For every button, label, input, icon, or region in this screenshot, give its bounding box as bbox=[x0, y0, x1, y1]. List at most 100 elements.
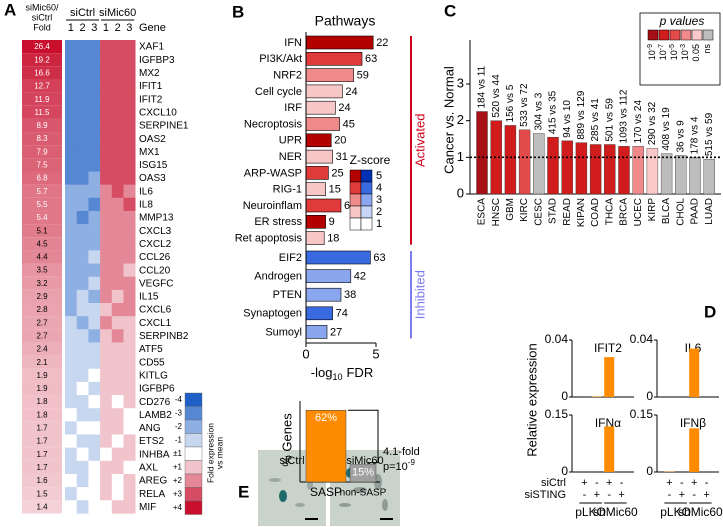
heat-cell bbox=[111, 250, 124, 264]
x-tick-label: UCEC bbox=[633, 198, 644, 226]
panel-label: D bbox=[704, 302, 716, 321]
heat-cell bbox=[111, 224, 124, 238]
heat-cell bbox=[111, 276, 124, 291]
replicate-label: 3 bbox=[91, 22, 97, 34]
zscore-label: 5 bbox=[376, 170, 382, 182]
fold-label: 1.8 bbox=[36, 410, 48, 419]
heat-cell bbox=[123, 224, 136, 238]
bar bbox=[305, 149, 333, 164]
bar bbox=[305, 410, 347, 483]
image-label: siMic60 bbox=[346, 455, 383, 467]
legend-label: 0.05 bbox=[691, 44, 701, 62]
heat-cell bbox=[100, 434, 113, 448]
heat-cell bbox=[88, 447, 101, 462]
category-label: IFN bbox=[284, 37, 302, 49]
zscore-swatch bbox=[349, 205, 362, 219]
category-label: NER bbox=[279, 151, 302, 163]
heat-cell bbox=[76, 368, 89, 383]
category-label: EIF2 bbox=[279, 252, 302, 264]
bar bbox=[533, 133, 545, 195]
heat-cell bbox=[76, 487, 89, 501]
gene-label: IGFBP6 bbox=[139, 384, 175, 395]
zscore-label: 3 bbox=[376, 194, 382, 206]
heat-cell bbox=[111, 171, 124, 185]
x-tick-label: CESC bbox=[533, 198, 544, 226]
bar bbox=[305, 84, 343, 99]
heat-cell bbox=[88, 303, 101, 317]
y-tick-label: 0 bbox=[646, 389, 653, 403]
heat-cell bbox=[88, 408, 101, 422]
heat-cell bbox=[65, 132, 77, 146]
condition-sign: - bbox=[583, 489, 587, 501]
zscore-label: 2 bbox=[376, 206, 382, 218]
panel-title: IFNα bbox=[595, 416, 621, 430]
heat-cell bbox=[88, 342, 101, 356]
heat-cell bbox=[100, 79, 113, 93]
fold-cell bbox=[22, 184, 62, 198]
fold-label: 5.1 bbox=[36, 226, 48, 235]
fold-label: 8.9 bbox=[36, 121, 48, 130]
count-label: 24 bbox=[345, 86, 357, 98]
legend-label: 10-7 bbox=[658, 44, 669, 60]
heat-cell bbox=[111, 487, 124, 501]
heat-cell bbox=[76, 500, 89, 514]
condition-sign: - bbox=[595, 477, 599, 489]
condition-sign: - bbox=[705, 477, 709, 489]
heat-cell bbox=[123, 105, 136, 120]
heat-cell bbox=[111, 118, 124, 133]
heat-cell bbox=[88, 53, 101, 67]
gene-label: CXCL2 bbox=[139, 239, 172, 250]
gene-label: IGFBP3 bbox=[139, 55, 175, 66]
fold-label: 12.7 bbox=[34, 82, 50, 91]
heat-cell bbox=[123, 132, 136, 146]
heat-cell bbox=[76, 145, 89, 159]
condition-sign: + bbox=[594, 489, 600, 501]
sample-count: 94 vs 10 bbox=[562, 100, 573, 138]
gene-label: XAF1 bbox=[139, 42, 164, 53]
heat-cell bbox=[65, 381, 77, 396]
heat-cell bbox=[100, 355, 113, 370]
y-tick-label: 0 bbox=[561, 389, 568, 403]
heat-cell bbox=[76, 342, 89, 356]
heat-cell bbox=[123, 66, 136, 80]
fold-cell bbox=[22, 460, 62, 474]
zscore-swatch bbox=[360, 193, 373, 207]
bar bbox=[305, 68, 354, 82]
heat-cell bbox=[76, 447, 89, 462]
x-tick-label: BLCA bbox=[661, 198, 672, 224]
fold-label: 5.4 bbox=[36, 213, 48, 222]
fold-label: 1.7 bbox=[36, 450, 48, 459]
sample-count: 178 vs 4 bbox=[690, 116, 701, 154]
sample-count: 415 vs 35 bbox=[548, 90, 559, 134]
legend-title: Z-score bbox=[350, 153, 391, 167]
colorbar-label: -2 bbox=[175, 422, 183, 431]
count-label: 74 bbox=[336, 308, 348, 320]
fold-label: 2.1 bbox=[36, 358, 48, 367]
fold-label: 3.5 bbox=[36, 266, 48, 275]
heat-cell bbox=[111, 460, 124, 475]
zscore-swatch bbox=[360, 181, 373, 195]
x-tick-label: CHOL bbox=[675, 198, 686, 226]
bar bbox=[305, 231, 325, 245]
heat-cell bbox=[76, 460, 89, 475]
fold-cell bbox=[22, 316, 62, 330]
gene-label: OAS3 bbox=[139, 173, 166, 184]
fold-label: 2.7 bbox=[36, 331, 48, 340]
x-tick-label: BRCA bbox=[619, 198, 630, 226]
heat-cell bbox=[76, 329, 89, 343]
heat-cell bbox=[123, 263, 136, 277]
fold-label: 1.9 bbox=[36, 371, 48, 380]
heat-cell bbox=[65, 158, 77, 172]
heat-cell bbox=[123, 92, 136, 107]
heat-cell bbox=[100, 303, 113, 317]
heat-cell bbox=[123, 316, 136, 330]
heat-cell bbox=[76, 118, 89, 133]
condition-sign: - bbox=[620, 477, 624, 489]
bar bbox=[518, 129, 531, 195]
gene-label: LAMB2 bbox=[139, 410, 172, 421]
heat-cell bbox=[65, 395, 77, 409]
gene-label: IL8 bbox=[139, 200, 153, 211]
cell bbox=[269, 478, 281, 482]
heat-cell bbox=[76, 197, 89, 212]
fold-cell bbox=[22, 355, 62, 369]
